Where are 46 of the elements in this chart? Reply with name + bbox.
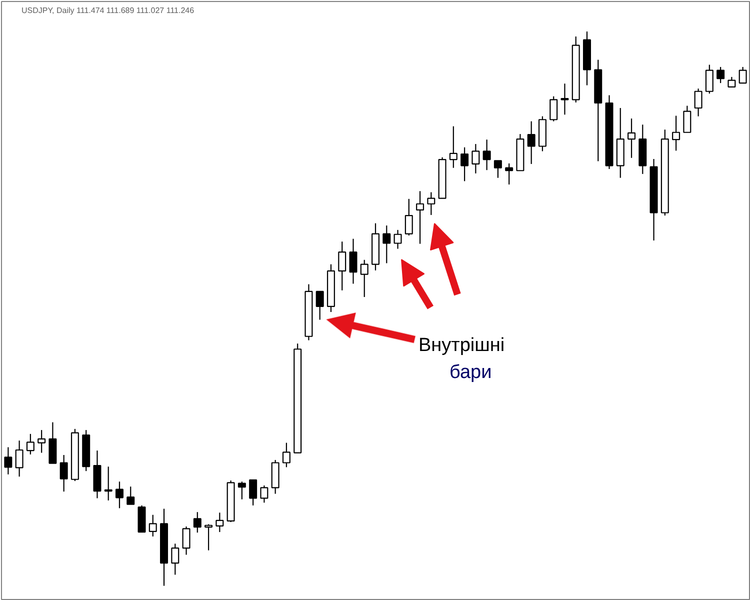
candlestick: [449, 126, 458, 168]
candlestick: [416, 190, 424, 244]
candlestick: [316, 290, 324, 320]
candlestick: [683, 105, 692, 133]
candlestick: [482, 139, 491, 171]
candlestick: [716, 66, 725, 84]
candlestick: [115, 481, 124, 509]
annotation: Внутрішні бари: [418, 335, 505, 383]
candlestick: [694, 88, 702, 117]
chart-title: USDJPY, Daily 111.474 111.689 111.027 111.246: [22, 6, 195, 15]
candlestick: [182, 526, 190, 556]
candlestick: [360, 259, 368, 298]
candlestick: [26, 433, 34, 455]
candlestick: [427, 192, 436, 216]
candlestick: [193, 512, 202, 534]
candlestick: [15, 440, 24, 478]
candlestick: [4, 446, 12, 475]
candlestick: [171, 543, 180, 576]
candlestick: [282, 442, 290, 468]
candlestick: [494, 160, 502, 178]
candlestick: [527, 120, 536, 165]
candlestick: [460, 146, 469, 182]
candlestick: [104, 466, 112, 501]
candlestick: [126, 486, 135, 505]
candlestick: [672, 115, 680, 152]
candlestick: [260, 484, 268, 504]
candlestick: [505, 162, 514, 186]
candlestick: [728, 76, 736, 88]
candlestick: [216, 512, 224, 533]
candlestick: [349, 238, 358, 284]
candlestick: [238, 481, 246, 500]
candlestick: [705, 64, 714, 94]
candlestick: [382, 224, 391, 264]
candlestick: [550, 96, 558, 122]
candlestick: [560, 83, 569, 116]
candlestick: [404, 198, 413, 236]
candlestick: [249, 479, 258, 506]
candlestick: [148, 514, 157, 538]
candlestick: [394, 229, 402, 250]
candlestick: [628, 118, 636, 158]
candlestick: [472, 143, 480, 174]
candlestick: [204, 524, 213, 551]
candlestick: [38, 429, 46, 454]
candlestick: [738, 66, 747, 84]
candlestick: [338, 241, 346, 291]
candlestick: [60, 454, 68, 492]
